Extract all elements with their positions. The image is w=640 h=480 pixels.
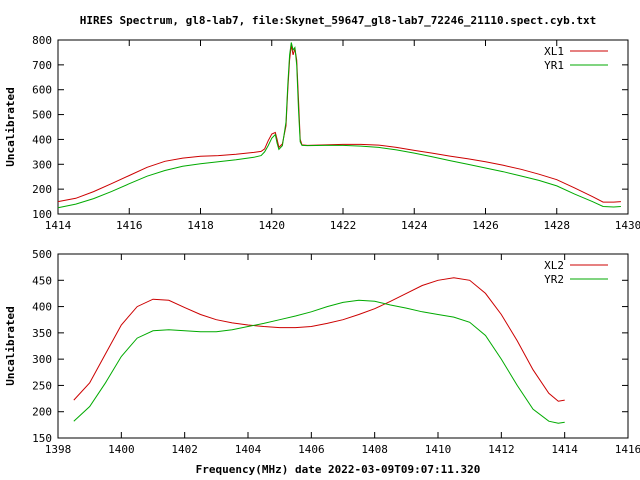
y-tick-label: 450 (32, 274, 52, 287)
series-line-xl1 (57, 44, 621, 203)
x-tick-label: 1424 (401, 219, 428, 232)
x-tick-label: 1414 (551, 443, 578, 456)
x-tick-label: 1408 (361, 443, 388, 456)
chart-title: HIRES Spectrum, gl8-lab7, file:Skynet_59… (80, 14, 597, 27)
y-tick-label: 700 (32, 59, 52, 72)
legend-label-xl2: XL2 (544, 259, 564, 272)
y-axis-label: Uncalibrated (4, 87, 17, 166)
x-tick-label: 1416 (615, 443, 640, 456)
x-tick-label: 1404 (235, 443, 262, 456)
x-tick-label: 1426 (472, 219, 499, 232)
chart-panels: 1414 1416 1418 1420 1422 1424 1426 1428 1430 100 2… (4, 34, 640, 456)
y-tick-label: 200 (32, 406, 52, 419)
y-tick-label: 300 (32, 158, 52, 171)
x-tick-label: 1416 (116, 219, 143, 232)
x-tick-label: 1428 (544, 219, 571, 232)
y-tick-label: 500 (32, 248, 52, 261)
x-tick-label: 1398 (45, 443, 72, 456)
x-axis-label: Frequency(MHz) date 2022-03-09T09:07:11.… (196, 463, 481, 476)
y-tick-label: 600 (32, 84, 52, 97)
y-tick-label: 250 (32, 379, 52, 392)
chart-panel-2: 1398 1400 1402 1404 1406 1408 1410 1412 1414 1416… (4, 248, 640, 456)
series-line-yr1 (57, 42, 621, 209)
x-tick-label: 1420 (259, 219, 286, 232)
y-tick-label: 400 (32, 133, 52, 146)
series-line-yr2 (73, 299, 565, 424)
y-tick-label: 150 (32, 432, 52, 445)
plot-frame (57, 39, 629, 215)
plot-frame (57, 253, 629, 439)
x-tick-label: 1400 (108, 443, 135, 456)
y-tick-label: 400 (32, 301, 52, 314)
x-tick-label: 1418 (187, 219, 214, 232)
x-tick-label: 1422 (330, 219, 357, 232)
y-tick-label: 800 (32, 34, 52, 47)
legend-label-yr2: YR2 (544, 273, 564, 286)
y-axis-label: Uncalibrated (4, 306, 17, 385)
x-tick-label: 1412 (488, 443, 515, 456)
y-tick-label: 200 (32, 183, 52, 196)
x-tick-label: 1410 (425, 443, 452, 456)
y-tick-label: 500 (32, 109, 52, 122)
series-line-xl2 (73, 277, 565, 402)
x-tick-label: 1414 (45, 219, 72, 232)
x-tick-label: 1430 (615, 219, 640, 232)
y-tick-label: 350 (32, 327, 52, 340)
y-tick-label: 100 (32, 208, 52, 221)
y-tick-label: 300 (32, 353, 52, 366)
legend-label-xl1: XL1 (544, 45, 564, 58)
x-tick-label: 1406 (298, 443, 325, 456)
chart-panel-1: 1414 1416 1418 1420 1422 1424 1426 1428 1430 100 2… (4, 34, 640, 232)
legend-label-yr1: YR1 (544, 59, 564, 72)
x-tick-label: 1402 (171, 443, 198, 456)
